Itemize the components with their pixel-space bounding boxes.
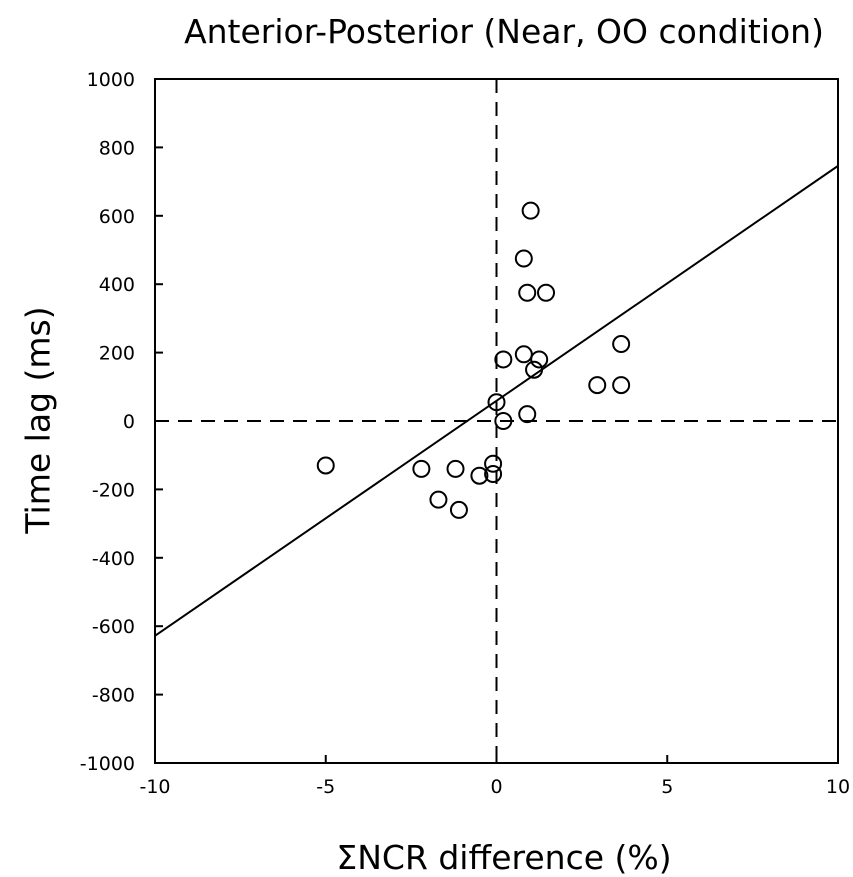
y-tick-label: -200 <box>92 479 135 501</box>
x-axis-label: ΣNCR difference (%) <box>336 838 672 877</box>
x-tick-label: 5 <box>661 776 673 798</box>
y-tick-label: 400 <box>99 274 135 296</box>
y-tick-label: 1000 <box>87 69 135 91</box>
data-point <box>612 376 631 395</box>
data-point <box>470 466 489 485</box>
data-point <box>518 283 537 302</box>
data-point <box>484 454 503 473</box>
y-tick-label: -600 <box>92 616 135 638</box>
data-point <box>514 249 533 268</box>
x-tick-label: -10 <box>139 776 170 798</box>
data-point <box>612 335 631 354</box>
regression-line <box>154 165 839 637</box>
data-point <box>525 360 544 379</box>
y-tick-label: -400 <box>92 548 135 570</box>
data-points <box>316 201 631 519</box>
data-point <box>494 350 513 369</box>
x-tick-label: 10 <box>826 776 850 798</box>
data-point <box>316 456 335 475</box>
x-tick-label: -5 <box>316 776 335 798</box>
data-point <box>487 393 506 412</box>
y-axis-ticks: 1000 800 600 400 200 0 -200 -400 -600 -800 -1000 <box>80 69 163 775</box>
data-point <box>588 376 607 395</box>
data-point <box>514 345 533 364</box>
data-point <box>494 412 513 430</box>
y-tick-label: -800 <box>92 685 135 707</box>
data-point <box>446 459 465 478</box>
data-point <box>521 201 540 220</box>
data-point <box>518 405 537 424</box>
data-point <box>530 350 549 369</box>
y-tick-label: 0 <box>123 411 135 433</box>
y-tick-label: 800 <box>99 137 135 159</box>
y-tick-label: 200 <box>99 343 135 365</box>
y-tick-label: -1000 <box>80 753 135 775</box>
y-tick-label: 600 <box>99 206 135 228</box>
data-point <box>429 490 448 509</box>
data-point <box>537 283 556 302</box>
y-axis-label: Time lag (ms) <box>18 306 58 534</box>
data-point <box>449 500 468 519</box>
chart-title: Anterior-Posterior (Near, OO condition) <box>184 12 824 51</box>
x-tick-label: 0 <box>490 776 502 798</box>
data-point <box>484 465 503 484</box>
data-point <box>412 459 431 478</box>
x-axis-ticks: -10 -5 0 5 10 <box>139 755 850 798</box>
